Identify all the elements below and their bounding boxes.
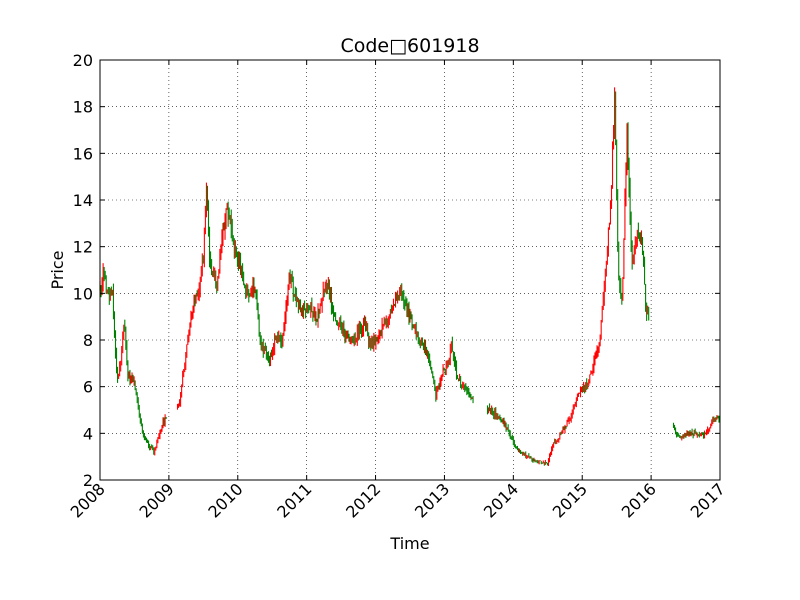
y-tick-label: 16	[73, 144, 93, 163]
y-tick-label: 6	[83, 378, 93, 397]
y-axis-label: Price	[48, 250, 67, 289]
y-tick-label: 4	[83, 424, 93, 443]
y-tick-label: 10	[73, 284, 93, 303]
y-tick-label: 18	[73, 98, 93, 117]
y-tick-label: 20	[73, 51, 93, 70]
plot-frame	[99, 59, 721, 481]
y-tick-label: 2	[83, 471, 93, 490]
x-axis-label: Time	[389, 534, 429, 553]
y-tick-label: 8	[83, 331, 93, 350]
chart-title: Code□601918	[340, 35, 479, 57]
price-candles	[99, 87, 720, 467]
y-tick-label: 14	[73, 191, 93, 210]
y-tick-label: 12	[73, 238, 93, 257]
